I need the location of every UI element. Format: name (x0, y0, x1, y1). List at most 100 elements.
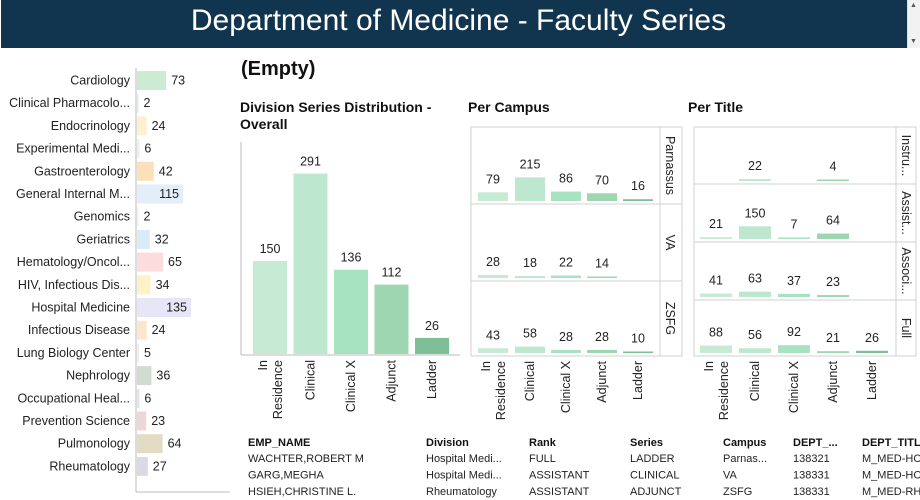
table-cell: VA (723, 470, 738, 482)
per-title-tick-text: Clinical (748, 361, 762, 401)
scrollbar[interactable]: ▲ ▼ (907, 0, 920, 48)
table-cell: M_MED-RH (862, 486, 920, 498)
per-title-tick-text: Clinical X (787, 360, 801, 413)
per-title-tick: Ladder (865, 361, 879, 400)
employee-table: EMP_NAME Division Rank Series Campus DEPT_...… (248, 437, 920, 498)
per-title-chart: Per Title Instru... 22 4 Assist... 21 150 7 64 As… (688, 99, 917, 420)
division-bar (137, 298, 191, 317)
per-campus-bar (587, 193, 617, 201)
per-title-value: 63 (748, 272, 762, 286)
table-header: Division (426, 437, 469, 449)
per-campus-tick: Adjunct (595, 360, 609, 402)
per-title-value: 7 (791, 218, 798, 232)
overall-bar (293, 173, 328, 354)
division-value: 135 (166, 301, 187, 315)
per-campus-value: 14 (595, 256, 609, 270)
division-bar (137, 139, 140, 159)
table-cell: ZSFG (723, 486, 752, 498)
per-title-value: 41 (709, 274, 723, 288)
division-bar (137, 161, 154, 181)
table-header: DEPT_... (793, 437, 838, 449)
division-bar (137, 252, 163, 272)
filter-value: (Empty) (241, 58, 315, 80)
per-campus-bar (478, 348, 508, 353)
per-title-tick-text: Residence (717, 361, 731, 420)
per-title-value: 23 (826, 275, 840, 289)
table-cell: Parnas... (723, 453, 767, 465)
division-label: Hematology/Oncol... (17, 255, 130, 269)
division-value: 64 (168, 437, 182, 451)
division-label: Lung Biology Center (17, 346, 130, 360)
per-campus-bar (478, 192, 508, 201)
per-campus-value: 28 (486, 255, 500, 269)
per-campus-tick-text: Adjunct (595, 360, 609, 402)
per-campus-value: 86 (559, 172, 573, 186)
division-bar (137, 320, 147, 340)
division-value: 27 (153, 459, 167, 473)
per-title-tick: Adjunct (826, 360, 840, 402)
division-label: HIV, Infectious Dis... (18, 278, 130, 292)
table-cell: CLINICAL (630, 470, 680, 482)
per-campus-bar (587, 276, 617, 278)
division-value: 24 (152, 323, 166, 337)
division-value: 24 (152, 119, 166, 133)
table-cell: 138331 (793, 486, 830, 498)
overall-bar (415, 337, 449, 354)
per-title-tick: Clinical (748, 361, 762, 401)
per-campus-tick: Clinical (523, 361, 537, 401)
overall-value: 136 (341, 251, 362, 265)
table-cell: M_MED-HC (862, 453, 920, 465)
division-value: 2 (144, 96, 151, 110)
per-title-value: 150 (745, 206, 766, 220)
division-value: 36 (156, 369, 170, 383)
scroll-down-icon[interactable]: ▼ (910, 38, 917, 45)
table-cell: FULL (529, 453, 556, 465)
division-value: 115 (159, 187, 179, 201)
per-campus-value: 10 (631, 332, 645, 346)
per-title-bar (739, 291, 771, 297)
division-label: Infectious Disease (28, 323, 130, 337)
overall-value: 26 (425, 319, 439, 333)
per-title-value: 64 (826, 214, 840, 228)
per-title-panel-label: Associ... (899, 247, 913, 294)
overall-value: 150 (260, 242, 281, 256)
table-cell: ASSISTANT (529, 486, 590, 498)
division-value: 65 (168, 255, 182, 269)
per-campus-bar (623, 199, 653, 201)
per-title-value: 26 (865, 331, 879, 345)
per-title-panel-label: Instru... (899, 135, 913, 177)
overall-tick-text: In (256, 360, 270, 370)
per-campus-bar (478, 274, 508, 278)
per-title-value: 92 (787, 325, 801, 339)
overall-tick: Adjunct (385, 359, 399, 401)
per-campus-value: 28 (559, 330, 573, 344)
per-campus-tick-text: Ladder (631, 361, 645, 400)
per-title-value: 88 (709, 326, 723, 340)
per-campus-panel-label: ZSFG (663, 302, 677, 335)
per-title-value: 56 (748, 328, 762, 342)
scroll-up-icon[interactable]: ▲ (910, 2, 917, 9)
division-bar (137, 116, 147, 136)
overall-title-line2: Overall (240, 116, 287, 132)
division-bar (137, 388, 140, 408)
division-value: 2 (144, 210, 151, 224)
per-title-bar (817, 295, 849, 297)
per-campus-tick-text: Clinical (523, 361, 537, 401)
division-value: 32 (155, 232, 169, 246)
division-value: 6 (144, 142, 151, 156)
division-bar (137, 411, 147, 431)
overall-tick: Clinical X (344, 359, 358, 412)
table-header: Series (630, 437, 663, 449)
per-campus-value: 70 (595, 173, 609, 187)
overall-tick-text: Clinical X (344, 359, 358, 412)
division-label: Gastroenterology (34, 164, 131, 178)
overall-value: 112 (382, 266, 402, 280)
division-label: Endocrinology (51, 119, 131, 133)
per-title-bar (856, 350, 888, 353)
table-cell: Hospital Medi... (426, 453, 502, 465)
per-campus-value: 43 (486, 328, 500, 342)
per-title-value: 21 (826, 331, 840, 345)
per-campus-bar (551, 275, 581, 278)
division-bar (137, 71, 167, 90)
